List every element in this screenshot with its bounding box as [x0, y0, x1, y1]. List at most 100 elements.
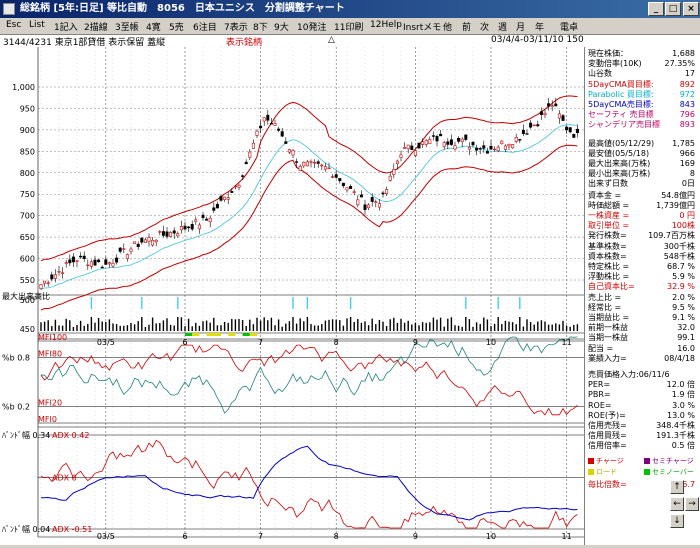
minimize-button[interactable]: _	[648, 2, 664, 16]
candle	[147, 233, 151, 247]
volume-bar	[195, 322, 197, 331]
price-pane	[39, 95, 579, 311]
moving-average-line	[40, 124, 578, 290]
volume-bar	[529, 322, 532, 331]
stat-row: 5DayCMA買目標: 892	[588, 80, 698, 90]
menu-2[interactable]: 2描線	[84, 23, 108, 33]
volume-bar	[234, 319, 237, 331]
candle-body	[277, 128, 281, 131]
fundamental-row-label: 一株資産 =	[588, 211, 630, 220]
stat-row: シャンデリア売目標 893	[588, 120, 698, 130]
volume-bar	[299, 318, 301, 331]
volume-bar	[97, 317, 100, 331]
menu-list[interactable]: List	[29, 20, 45, 30]
candle	[442, 140, 446, 150]
menu-9[interactable]: 9大	[274, 23, 289, 33]
fundamental-row-label: 時価総額 =	[588, 200, 630, 210]
volume-bar	[306, 317, 309, 331]
menu-other[interactable]: 他	[443, 23, 453, 33]
candle	[219, 194, 223, 202]
menu-6[interactable]: 6注目	[193, 23, 217, 33]
chart-svg: MFI100 MFI80 MFI20 MFI0 ADX 0.42 ADX 0 ADX -0…	[2, 47, 584, 541]
signal-marker	[228, 333, 236, 336]
candle-body	[525, 133, 529, 135]
stat-row-label: セーフティ 売目標	[588, 110, 654, 120]
display-label[interactable]: 表示銘柄	[226, 38, 263, 48]
volume-bar	[123, 325, 125, 331]
fundamental-row-value: 100株	[671, 221, 695, 231]
fundamental-row-value: 08/4/18	[664, 353, 695, 363]
candle-body	[352, 191, 356, 193]
menu-10[interactable]: 10発注	[297, 23, 327, 33]
menu-5[interactable]: 5売	[169, 23, 184, 33]
candle	[334, 170, 338, 179]
menu-11[interactable]: 11印刷	[334, 23, 364, 33]
volume-bar	[295, 323, 298, 331]
menu-esc[interactable]: Esc	[6, 20, 22, 30]
signal-marker	[242, 333, 250, 336]
candle-body	[194, 219, 198, 222]
marker-icon[interactable]: △	[328, 35, 335, 45]
candle-body	[399, 154, 403, 158]
volume-bar	[403, 322, 406, 331]
adx-pane: ADX 0.42 ADX 0 ADX -0.51	[38, 431, 584, 534]
menu-prev[interactable]: 前	[462, 23, 472, 33]
candle-body	[122, 248, 126, 250]
candle-body	[143, 239, 147, 244]
volume-bar	[432, 317, 435, 331]
volume-bar	[148, 324, 150, 331]
scroll-up-button[interactable]: ↑	[670, 480, 684, 494]
volume-bar	[216, 325, 219, 331]
candle-body	[496, 146, 500, 152]
valuation-row-label: ROE=	[588, 400, 612, 410]
candle	[478, 146, 482, 154]
candle	[464, 134, 468, 142]
candle-body	[421, 141, 425, 145]
menu-8[interactable]: 8下	[253, 23, 268, 33]
menu-calc[interactable]: 電卓	[560, 23, 579, 33]
date-tick-label: 10	[486, 338, 496, 347]
chart-area[interactable]: MFI100 MFI80 MFI20 MFI0 ADX 0.42 ADX 0 ADX -0…	[0, 47, 584, 545]
menu-year[interactable]: 年	[535, 23, 545, 33]
menu-7[interactable]: 7表示	[224, 23, 248, 33]
stat-row: セーフティ 売目標 796	[588, 110, 698, 120]
menu-3[interactable]: 3至帳	[115, 23, 139, 33]
menu-next[interactable]: 次	[480, 23, 490, 33]
scroll-left-button[interactable]: ←	[670, 497, 684, 511]
volume-bar	[130, 323, 132, 331]
menu-4[interactable]: 4寛	[146, 23, 161, 33]
date-tick-label: 8	[334, 532, 339, 541]
menu-week[interactable]: 週	[498, 23, 508, 33]
volume-bar	[90, 317, 93, 331]
candle-body	[439, 133, 443, 137]
valuation-row: 信用買残= 191.3千株	[588, 431, 698, 441]
menu-month[interactable]: 月	[516, 23, 526, 33]
legend-label: チャージ	[596, 456, 624, 465]
volume-bar	[65, 318, 67, 331]
candle	[215, 201, 219, 209]
candle	[50, 271, 54, 282]
candle	[104, 256, 108, 265]
candle	[557, 110, 561, 124]
volume-bar	[313, 325, 316, 331]
scroll-down-button[interactable]: ↓	[670, 514, 684, 528]
candle-body	[536, 124, 540, 127]
candle-body	[410, 145, 414, 150]
maximize-button[interactable]: □	[665, 2, 681, 16]
menu-12[interactable]: 12Help	[370, 20, 402, 30]
info-bar: 3144/4231 東京1部貸借 表示保留 蓋縦 表示銘柄 △ 03/4/4-0…	[0, 35, 700, 48]
volume-bar	[547, 324, 550, 331]
valuation-row-value: 13.0 %	[667, 410, 695, 420]
price-tick-label: 1,000	[12, 83, 35, 92]
scroll-right-button[interactable]: →	[685, 497, 699, 511]
menu-1[interactable]: 1記入	[54, 23, 78, 33]
candle	[309, 159, 313, 168]
band-width-label: ﾊﾞﾝﾄﾞ幅 0.04	[2, 524, 50, 534]
candle	[532, 124, 536, 127]
close-button[interactable]: ×	[683, 2, 699, 16]
mfi-line	[40, 344, 578, 416]
candle-body	[165, 231, 169, 237]
menu-insert[interactable]: Insrtメモ	[403, 23, 442, 33]
volume-bar	[562, 320, 564, 331]
candle	[223, 196, 227, 202]
